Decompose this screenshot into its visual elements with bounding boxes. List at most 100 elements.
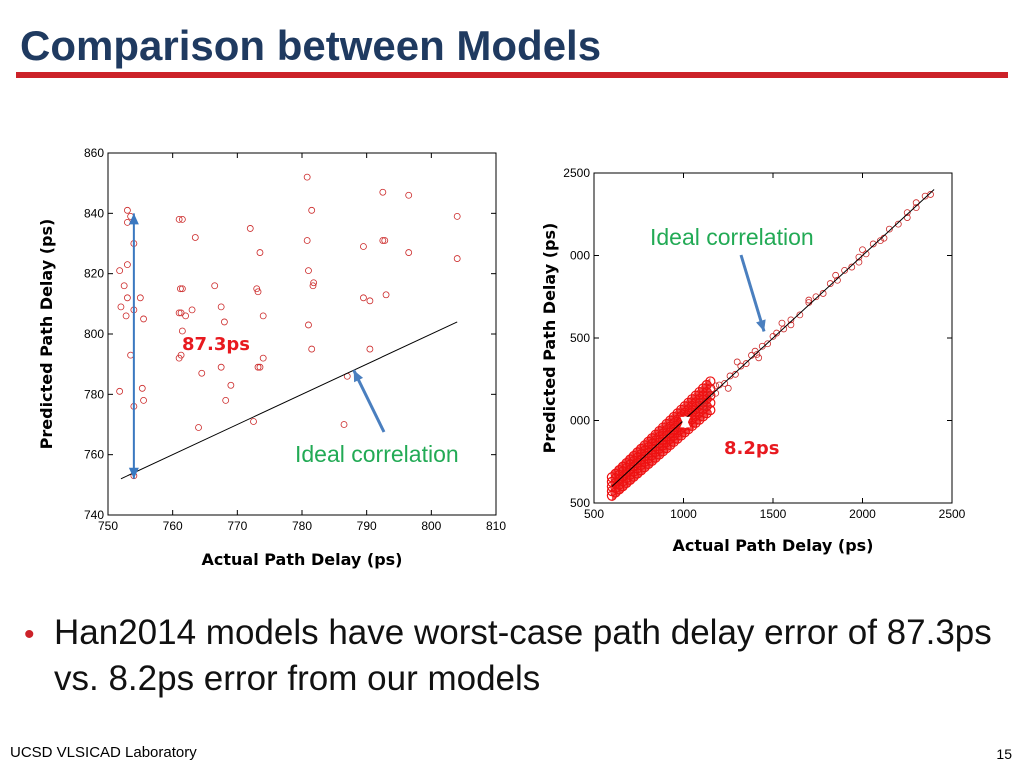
y-tick-label: 000 xyxy=(570,414,590,428)
data-point xyxy=(303,173,311,181)
data-point xyxy=(308,345,316,353)
x-tick-label: 1500 xyxy=(760,507,787,521)
data-point xyxy=(310,279,318,287)
y-tick-label: 760 xyxy=(84,448,104,462)
data-point xyxy=(175,309,183,317)
data-point xyxy=(812,293,820,301)
data-point xyxy=(405,249,413,256)
data-point xyxy=(758,342,766,350)
data-point xyxy=(742,360,750,367)
data-point xyxy=(841,266,849,274)
data-point xyxy=(903,209,911,216)
data-point xyxy=(259,312,267,320)
slide-title: Comparison between Models xyxy=(20,22,602,69)
data-point xyxy=(178,215,186,223)
data-point xyxy=(305,321,312,329)
error-span-arrowhead-bottom xyxy=(128,467,139,479)
x-tick-label: 770 xyxy=(227,519,247,533)
ideal-arrowhead xyxy=(353,370,364,383)
x-axis-title: Actual Path Delay (ps) xyxy=(673,536,874,555)
data-point xyxy=(217,303,225,311)
y-axis-title: Predicted Path Delay (ps) xyxy=(37,219,56,450)
data-point xyxy=(826,280,834,287)
ideal-arrow xyxy=(739,254,766,332)
x-tick-label: 2000 xyxy=(849,507,876,521)
data-point xyxy=(195,424,202,431)
data-point xyxy=(222,396,230,404)
data-point xyxy=(764,340,772,348)
data-point xyxy=(855,253,863,261)
data-point xyxy=(227,381,235,389)
data-point xyxy=(120,282,128,290)
data-point xyxy=(188,306,196,314)
data-point xyxy=(706,390,714,398)
data-point xyxy=(894,220,902,228)
data-point xyxy=(753,351,761,358)
data-point xyxy=(308,206,316,214)
data-point xyxy=(340,421,348,428)
data-point xyxy=(178,285,186,293)
data-point xyxy=(819,290,827,297)
x-tick-label: 1000 xyxy=(670,507,697,521)
error-span-arrowhead-top xyxy=(128,213,139,225)
data-point xyxy=(796,311,804,319)
data-point xyxy=(117,303,125,311)
data-point xyxy=(253,285,261,293)
data-point xyxy=(773,329,780,337)
y-tick-label: 860 xyxy=(84,146,104,160)
y-tick-label: 800 xyxy=(84,327,104,341)
data-point xyxy=(259,354,267,362)
title-underline xyxy=(16,72,1008,78)
data-point xyxy=(116,267,124,275)
data-point xyxy=(116,387,124,395)
ideal-arrow xyxy=(352,369,386,433)
ideal-correlation-label: Ideal correlation xyxy=(650,224,814,250)
data-point xyxy=(254,288,262,296)
data-point xyxy=(178,327,186,335)
ideal-correlation-line xyxy=(120,321,458,480)
footer-lab-name: UCSD VLSICAD Laboratory xyxy=(10,744,197,761)
data-point xyxy=(124,261,131,269)
x-axis-title: Actual Path Delay (ps) xyxy=(202,550,403,569)
data-point xyxy=(303,237,311,244)
x-tick-label: 790 xyxy=(357,519,377,533)
data-point xyxy=(885,225,893,233)
x-tick-label: 500 xyxy=(584,507,604,521)
data-point xyxy=(724,384,732,392)
data-point xyxy=(138,384,146,392)
error-annotation: 87.3ps xyxy=(182,334,250,355)
y-tick-label: 820 xyxy=(84,267,104,281)
data-point xyxy=(787,316,795,324)
y-tick-label: 740 xyxy=(84,508,104,522)
data-point xyxy=(124,294,131,302)
y-tick-label: 780 xyxy=(84,387,104,401)
data-point xyxy=(701,403,709,410)
ideal-correlation-line xyxy=(611,189,935,487)
data-point xyxy=(869,240,877,248)
data-point xyxy=(140,315,147,323)
data-point xyxy=(834,276,841,284)
y-axis-title: Predicted Path Delay (ps) xyxy=(540,223,559,454)
data-point xyxy=(832,271,840,279)
data-point xyxy=(778,319,786,327)
data-point xyxy=(136,294,144,302)
data-point xyxy=(721,379,729,387)
data-point xyxy=(927,191,934,198)
data-point xyxy=(182,312,190,320)
y-tick-label: 500 xyxy=(570,331,590,345)
y-tick-label: 2500 xyxy=(563,166,590,180)
data-point xyxy=(848,263,856,271)
bullet-text: Han2014 models have worst-case path dela… xyxy=(54,613,992,698)
data-point xyxy=(250,418,257,425)
data-point xyxy=(733,358,741,366)
y-tick-label: 840 xyxy=(84,206,104,220)
ideal-correlation-label: Ideal correlation xyxy=(295,441,459,467)
data-point xyxy=(305,267,312,275)
error-span-arrowhead-bottom xyxy=(680,416,691,428)
x-tick-label: 780 xyxy=(292,519,312,533)
y-tick-label: 000 xyxy=(570,249,590,263)
data-point xyxy=(381,237,389,244)
data-point xyxy=(876,237,884,245)
data-point xyxy=(198,369,206,377)
our-model-scatter-chart: 500 1000 1500 2000 2500 500 000 500 000 2500 8.2ps… xyxy=(540,166,966,555)
